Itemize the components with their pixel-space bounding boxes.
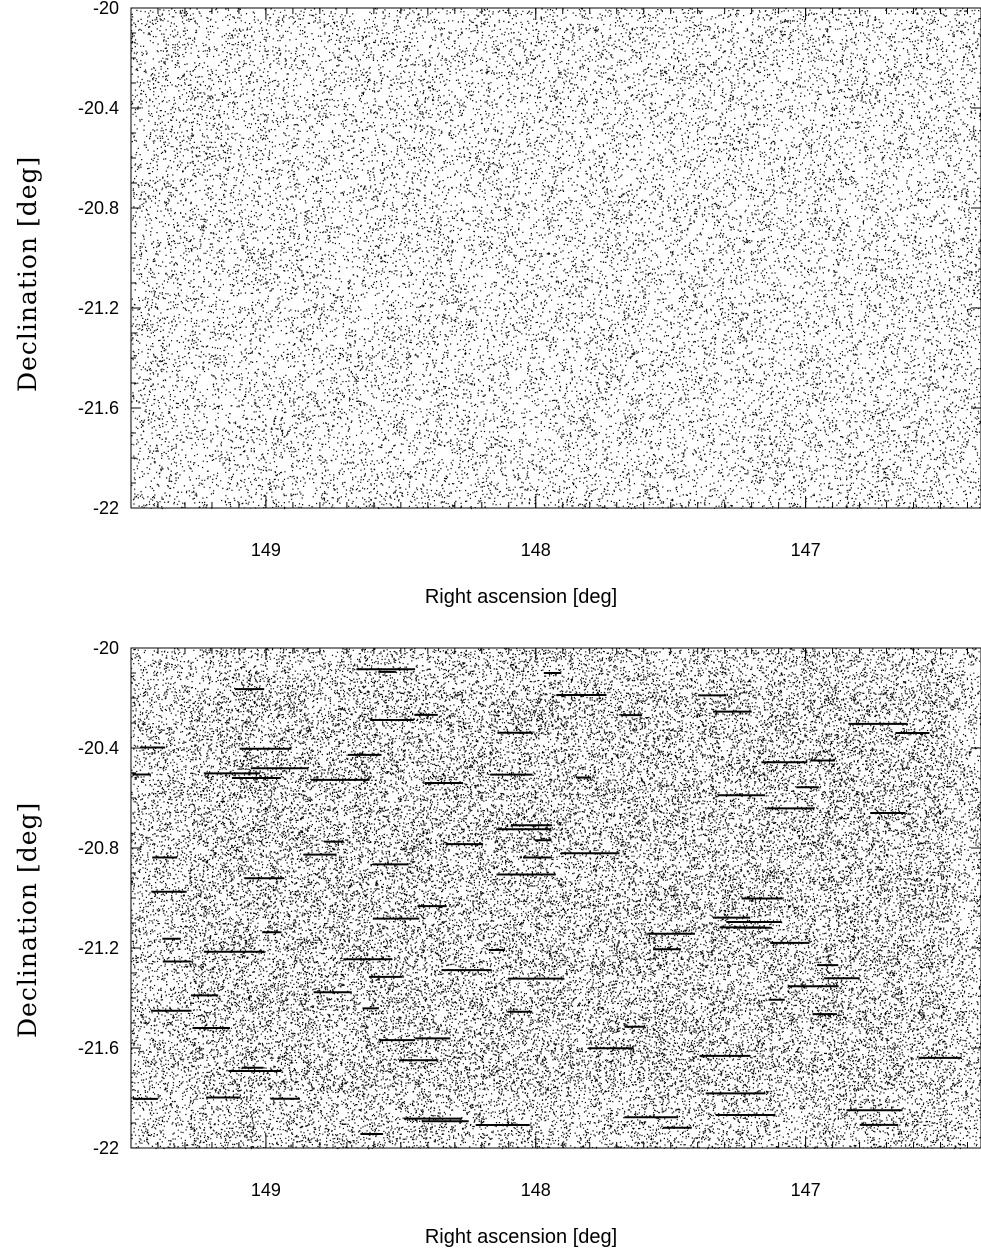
top-x-tick-label: 149 (251, 540, 281, 560)
bottom-y-axis-label: Declination [deg] (13, 802, 42, 1038)
top-scatter-points (131, 8, 981, 509)
bottom-points-group (131, 648, 981, 1149)
bottom-x-tick-label: 147 (791, 1180, 821, 1200)
top-y-tick-label: -20.8 (78, 198, 119, 218)
top-y-tick-label: -22 (93, 498, 119, 518)
top-y-tick-label: -20 (93, 0, 119, 18)
top-x-tick-label: 148 (521, 540, 551, 560)
bottom-y-tick-label: -21.6 (78, 1038, 119, 1058)
top-x-axis-label: Right ascension [deg] (425, 586, 617, 609)
top-points-group (131, 8, 981, 509)
bottom-y-tick-label: -20.4 (78, 738, 119, 758)
top-y-tick-label: -21.2 (78, 298, 119, 318)
top-y-axis-label: Declination [deg] (13, 156, 42, 392)
top-y-tick-label: -20.4 (78, 98, 119, 118)
top-plot-svg: -20 -20.4 -20.8 -21.2 -21.6 -22 149 148 147 (0, 0, 981, 620)
bottom-x-tick-label: 149 (251, 1180, 281, 1200)
bottom-y-tick-label: -21.2 (78, 938, 119, 958)
bottom-x-tick-label: 148 (521, 1180, 551, 1200)
bottom-scatter-panel: -20 -20.4 -20.8 -21.2 -21.6 -22 149 148 147 Decl… (0, 640, 981, 1255)
top-scatter-panel: -20 -20.4 -20.8 -21.2 -21.6 -22 149 148 147 Decl… (0, 0, 981, 620)
bottom-y-tick-label: -20.8 (78, 838, 119, 858)
bottom-y-tick-label: -20 (93, 640, 119, 658)
top-y-tick-label: -21.6 (78, 398, 119, 418)
bottom-plot-svg: -20 -20.4 -20.8 -21.2 -21.6 -22 149 148 147 (0, 640, 981, 1255)
bottom-x-axis-label: Right ascension [deg] (425, 1226, 617, 1249)
top-x-tick-label: 147 (791, 540, 821, 560)
bottom-y-tick-label: -22 (93, 1138, 119, 1158)
